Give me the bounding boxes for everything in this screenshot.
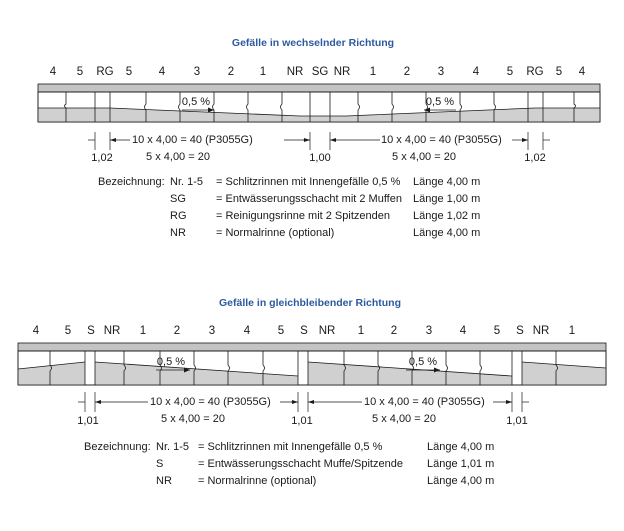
legend-length: Länge 4,00 m [413,227,481,239]
legend-desc: = Schlitzrinnen mit Innengefälle 0,5 % [198,441,383,453]
seg-label: S [516,325,524,337]
dimension-small: 1,02 [91,152,113,164]
legend-code: NR [170,227,186,239]
dimension-10x: 10 x 4,00 = 40 (P3055G) [364,396,485,408]
seg-label: S [300,325,308,337]
legend-length: Länge 4,00 m [427,441,495,453]
legend-length: Länge 4,00 m [427,475,495,487]
dimension-5x: 5 x 4,00 = 20 [392,151,456,163]
seg-label: 2 [227,66,235,78]
dimension-small: 1,02 [524,152,546,164]
seg-label: 5 [277,325,285,337]
dimension-5x: 5 x 4,00 = 20 [372,413,436,425]
slope-label: 0,5 % [156,356,186,368]
legend-desc: = Normalrinne (optional) [198,475,317,487]
legend-code: S [156,458,164,470]
seg-label: 4 [472,66,480,78]
seg-label: 4 [578,66,586,78]
legend-length: Länge 1,00 m [413,193,481,205]
seg-label: NR [333,66,351,78]
slope-label: 0,5 % [425,96,455,108]
seg-label: 4 [49,66,57,78]
dimension-small: 1,01 [506,415,528,427]
seg-label: 1 [259,66,267,78]
legend-desc: = Entwässerungsschacht mit 2 Muffen [216,193,402,205]
slope-label: 0,5 % [408,356,438,368]
dimension-small: 1,00 [309,152,331,164]
seg-label: 2 [390,325,398,337]
seg-label: 5 [64,325,72,337]
seg-label: 2 [173,325,181,337]
legend-heading: Bezeichnung: [84,441,151,453]
dimension-5x: 5 x 4,00 = 20 [161,413,225,425]
dimension-10x: 10 x 4,00 = 40 (P3055G) [150,396,271,408]
seg-label: 4 [32,325,40,337]
seg-label: 4 [459,325,467,337]
legend-desc: = Entwässerungsschacht Muffe/Spitzende [198,458,403,470]
seg-label: 3 [437,66,445,78]
legend-desc: = Schlitzrinnen mit Innengefälle 0,5 % [216,176,401,188]
section1-title: Gefälle in wechselnder Richtung [231,37,395,49]
seg-label: 5 [493,325,501,337]
seg-label: S [87,325,95,337]
legend-desc: = Reinigungsrinne mit 2 Spitzenden [216,210,390,222]
seg-label: RG [96,66,114,78]
dimension-small: 1,01 [77,415,99,427]
seg-label: 5 [555,66,563,78]
seg-label: 4 [243,325,251,337]
dimension-small: 1,01 [291,415,313,427]
seg-label: 3 [425,325,433,337]
legend-desc: = Normalrinne (optional) [216,227,335,239]
seg-label: 1 [568,325,576,337]
legend-code: Nr. 1-5 [156,441,190,453]
seg-label: 3 [193,66,201,78]
dimension-10x: 10 x 4,00 = 40 (P3055G) [381,134,502,146]
slope-label: 0,5 % [181,96,211,108]
dimension-5x: 5 x 4,00 = 20 [146,151,210,163]
legend-length: Länge 1,02 m [413,210,481,222]
seg-label: 1 [357,325,365,337]
dimension-10x: 10 x 4,00 = 40 (P3055G) [132,134,253,146]
seg-label: 4 [158,66,166,78]
legend-length: Länge 1,01 m [427,458,495,470]
legend-code: Nr. 1-5 [170,176,204,188]
seg-label: 5 [506,66,514,78]
seg-label: 1 [139,325,147,337]
seg-label: 2 [403,66,411,78]
seg-label: 5 [76,66,84,78]
seg-label: 5 [125,66,133,78]
seg-label: NR [286,66,304,78]
section2-title: Gefälle in gleichbleibender Richtung [218,297,402,309]
legend-length: Länge 4,00 m [413,176,481,188]
seg-label: 3 [208,325,216,337]
seg-label: 1 [369,66,377,78]
seg-label: SG [311,66,329,78]
legend-code: SG [170,193,186,205]
seg-label: NR [532,325,550,337]
seg-label: NR [318,325,336,337]
seg-label: RG [526,66,544,78]
legend-code: RG [170,210,187,222]
legend-heading: Bezeichnung: [98,176,165,188]
legend-code: NR [156,475,172,487]
seg-label: NR [103,325,121,337]
